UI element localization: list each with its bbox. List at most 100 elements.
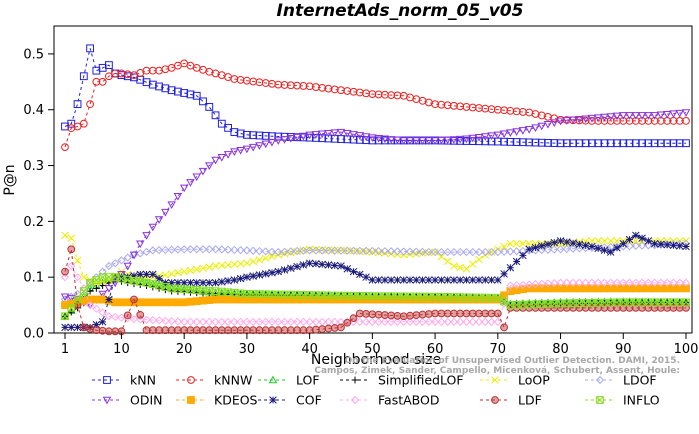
data-point (243, 130, 251, 139)
data-point (148, 315, 157, 325)
data-point (550, 303, 559, 312)
data-point (431, 276, 439, 284)
data-point (249, 131, 258, 140)
data-point (675, 242, 684, 250)
data-point (261, 247, 270, 256)
data-point (67, 323, 76, 332)
data-point (98, 77, 107, 86)
data-point (355, 317, 364, 326)
x-tick-label: 20 (176, 342, 193, 357)
data-point (280, 317, 289, 326)
data-point (198, 167, 208, 176)
data-point (494, 276, 502, 284)
data-point (393, 317, 402, 326)
data-point (86, 287, 94, 295)
data-point (487, 317, 496, 326)
data-point (656, 278, 666, 287)
data-point (117, 274, 126, 283)
data-point (613, 244, 621, 252)
data-point (368, 276, 377, 284)
data-point (612, 278, 622, 287)
data-point (387, 276, 395, 284)
data-point (79, 287, 88, 296)
legend-label: KDEOS (214, 393, 258, 408)
series-cof (61, 231, 690, 332)
data-point (217, 153, 227, 162)
data-point (192, 317, 201, 326)
data-point (568, 244, 578, 253)
data-point (186, 317, 195, 326)
data-point (462, 309, 471, 318)
data-point (587, 114, 597, 123)
data-point (349, 314, 358, 323)
data-point (174, 279, 182, 287)
series-inflo (61, 273, 690, 321)
data-point (343, 246, 352, 255)
data-point (625, 116, 634, 125)
legend-marker (102, 396, 112, 405)
data-point (631, 241, 640, 251)
data-point (205, 245, 214, 254)
chart-title: InternetAds_norm_05_v05 (277, 1, 524, 21)
data-point (644, 241, 653, 250)
data-point (512, 239, 521, 248)
data-point (299, 133, 308, 142)
data-point (324, 324, 333, 333)
data-point (186, 245, 195, 254)
legend-item-simplifiedlof: SimplifiedLOF (340, 373, 464, 388)
data-point (487, 276, 496, 284)
data-point (349, 247, 358, 255)
data-point (92, 276, 101, 284)
data-point (443, 276, 452, 284)
data-point (506, 137, 515, 146)
data-point (474, 247, 484, 257)
data-point (487, 132, 496, 141)
legend-item-fastabod: FastABOD (340, 393, 440, 408)
data-point (261, 326, 270, 335)
data-point (86, 323, 94, 332)
data-point (337, 323, 345, 332)
data-point (92, 77, 101, 86)
data-point (562, 244, 571, 254)
data-point (186, 179, 195, 187)
data-point (199, 264, 207, 273)
data-point (199, 65, 207, 74)
data-point (631, 139, 640, 148)
data-point (305, 259, 314, 267)
data-point (587, 278, 597, 287)
data-point (249, 317, 258, 326)
data-point (650, 278, 659, 287)
data-point (305, 246, 314, 255)
data-point (581, 116, 590, 125)
data-point (468, 317, 477, 326)
data-point (481, 276, 490, 284)
data-point (606, 113, 615, 121)
x-tick-label: 70 (490, 342, 507, 357)
data-point (230, 148, 239, 157)
data-point (588, 237, 596, 245)
data-point (405, 137, 415, 145)
data-point (261, 254, 270, 262)
data-point (155, 326, 163, 335)
data-point (154, 316, 164, 325)
data-point (180, 245, 189, 254)
data-point (355, 132, 365, 140)
data-point (67, 245, 76, 254)
data-point (425, 276, 433, 284)
data-point (437, 247, 446, 257)
data-point (92, 304, 101, 313)
data-point (142, 247, 151, 256)
data-point (86, 44, 94, 53)
data-point (500, 270, 508, 278)
data-point (631, 116, 640, 125)
data-point (318, 260, 326, 269)
data-point (218, 261, 226, 270)
data-point (186, 90, 195, 99)
data-point (644, 112, 653, 120)
data-point (512, 281, 521, 290)
data-point (330, 324, 339, 332)
data-point (550, 119, 559, 127)
data-point (236, 326, 245, 335)
data-point (324, 261, 333, 269)
data-point (255, 326, 264, 335)
